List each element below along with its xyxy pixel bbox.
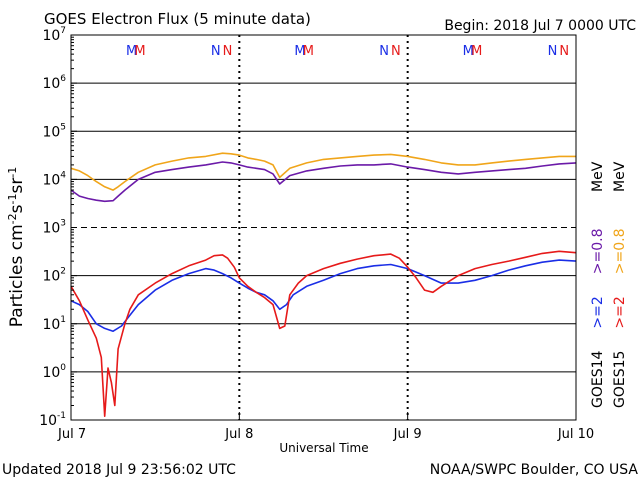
y-tick-base: 10 — [42, 221, 60, 237]
y-tick-exponent: 1 — [60, 315, 66, 325]
y-tick-exponent: 3 — [60, 219, 66, 229]
event-marker: M — [294, 44, 305, 59]
x-tick-label: Jul 9 — [393, 427, 422, 442]
y-tick-label: 105 — [42, 122, 66, 140]
series-line — [70, 259, 577, 333]
y-tick-label: 106 — [42, 74, 66, 92]
event-marker: N — [559, 44, 569, 59]
event-marker: N — [223, 44, 233, 59]
y-tick-exponent: 5 — [60, 122, 66, 132]
event-marker: N — [548, 44, 558, 59]
y-tick-exponent: -1 — [57, 411, 66, 421]
legend-unit: MeV — [612, 161, 628, 192]
legend-gt08: >=0.8 — [612, 228, 628, 274]
x-tick-label: Jul 7 — [57, 427, 86, 442]
y-tick-exponent: 6 — [60, 74, 66, 84]
event-marker: M — [463, 44, 474, 59]
event-marker: N — [379, 44, 389, 59]
legend-entry: GOES15 >=2 >=0.8 — [612, 228, 628, 408]
series-line — [70, 152, 576, 191]
event-marker: M — [134, 44, 145, 59]
begin-label: Begin: 2018 Jul 7 0000 UTC — [444, 18, 636, 34]
y-label-exp1: -2 — [6, 213, 19, 224]
event-marker: N — [211, 44, 221, 59]
credit-label: NOAA/SWPC Boulder, CO USA — [430, 462, 639, 478]
x-axis-label: Universal Time — [279, 441, 368, 455]
y-tick-exponent: 0 — [60, 363, 66, 373]
updated-timestamp: Updated 2018 Jul 9 23:56:02 UTC — [2, 462, 236, 478]
y-tick-label: 103 — [42, 219, 66, 237]
y-label-exp2: -1 — [6, 194, 19, 205]
y-tick-base: 10 — [42, 317, 60, 333]
x-tick-label: Jul 8 — [224, 427, 253, 442]
y-tick-exponent: 7 — [60, 26, 66, 36]
y-label-base: Particles cm — [7, 224, 27, 327]
y-tick-exponent: 4 — [60, 170, 66, 180]
y-tick-label: 104 — [42, 170, 66, 188]
grid-lines — [71, 35, 576, 420]
legend: GOES14 >=2 >=0.8 GOES15 >=2 >=0.8 MeV MeV — [590, 161, 628, 408]
chart-title: GOES Electron Flux (5 minute data) — [44, 10, 311, 28]
y-axis-label: Particles cm-2s-1sr-1 — [6, 167, 27, 328]
y-tick-base: 10 — [42, 124, 60, 140]
y-tick-label: 101 — [42, 315, 66, 333]
y-tick-base: 10 — [42, 76, 60, 92]
legend-unit: MeV — [590, 161, 606, 192]
y-tick-label: 10-1 — [39, 411, 66, 429]
event-marker: M — [126, 44, 137, 59]
y-tick-exponent: 2 — [60, 267, 66, 277]
event-markers: MM N N MM N N MM N N — [126, 44, 569, 59]
legend-entry: GOES14 >=2 >=0.8 — [590, 228, 606, 408]
legend-satellite: GOES15 — [612, 351, 628, 408]
event-marker: N — [391, 44, 401, 59]
y-tick-base: 10 — [42, 365, 60, 381]
x-axis-ticks: Jul 7 Jul 8 Jul 9 Jul 10 — [57, 412, 594, 442]
y-tick-base: 10 — [39, 413, 57, 429]
legend-gt2: >=2 — [612, 296, 628, 328]
y-label-mid2: sr — [7, 178, 27, 194]
y-tick-base: 10 — [42, 172, 60, 188]
legend-gt2: >=2 — [590, 296, 606, 328]
legend-gt08: >=0.8 — [590, 228, 606, 274]
y-label-exp3: -1 — [6, 167, 19, 178]
event-marker: M — [303, 44, 314, 59]
y-tick-label: 102 — [42, 267, 66, 285]
y-tick-label: 107 — [42, 26, 66, 44]
event-marker: M — [471, 44, 482, 59]
y-label-mid1: s — [7, 204, 27, 213]
legend-satellite: GOES14 — [590, 350, 606, 408]
data-series — [70, 152, 577, 418]
series-line — [70, 161, 577, 203]
x-tick-label: Jul 10 — [557, 427, 594, 442]
y-tick-label: 100 — [42, 363, 66, 381]
y-tick-base: 10 — [42, 28, 60, 44]
y-tick-base: 10 — [42, 269, 60, 285]
series-line — [70, 250, 577, 418]
